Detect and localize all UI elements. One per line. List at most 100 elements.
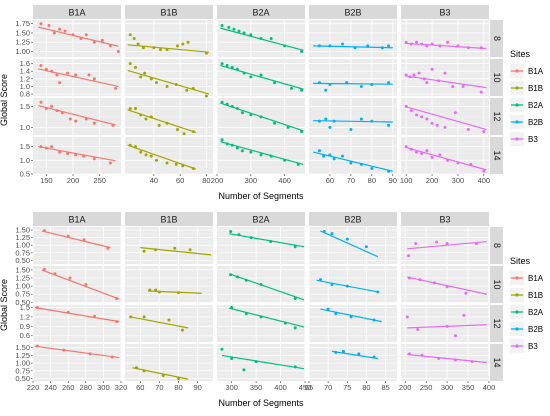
data-point [176, 44, 180, 48]
data-point [39, 145, 43, 149]
data-point [39, 100, 43, 104]
row-strip-10 [490, 266, 503, 303]
x-tick-label: 70 [155, 383, 163, 392]
data-point [300, 88, 304, 92]
row-strip-label: 12 [492, 111, 502, 121]
col-strip-label: B1A [68, 215, 85, 225]
data-point [470, 360, 474, 364]
col-strip-b3 [401, 5, 489, 19]
x-tick-label: 60 [326, 176, 334, 185]
data-point [349, 161, 353, 165]
data-point [52, 31, 56, 35]
fit-line [38, 146, 116, 162]
x-tick-label: 80 [202, 176, 210, 185]
panel-background [217, 344, 305, 381]
data-point [110, 355, 114, 359]
legend-key-point [515, 310, 519, 314]
x-tick-label: 300 [452, 176, 465, 185]
x-tick-label: 70 [347, 176, 355, 185]
data-point [334, 350, 338, 354]
data-point [225, 142, 229, 146]
data-point [328, 153, 332, 157]
panel-b2a-14 [216, 137, 305, 175]
data-point [58, 27, 62, 31]
col-strip-b2b [309, 5, 397, 19]
data-point [128, 33, 132, 37]
data-point [445, 285, 449, 289]
data-point [157, 290, 161, 294]
y-tick-label: 0.75 [15, 290, 30, 299]
legend-entry-b2a: B2A [528, 101, 544, 110]
data-point [482, 130, 486, 134]
row-strip-12 [490, 98, 503, 135]
fit-line [404, 75, 487, 89]
legend-key-point [515, 327, 519, 331]
data-point [230, 104, 234, 108]
y-tick-label: 1.50 [15, 265, 30, 274]
panel-background [125, 137, 213, 174]
y-tick-label: 1.0 [20, 156, 30, 165]
y-tick-label: 1.00 [15, 47, 30, 56]
x-tick-label: 85 [381, 383, 389, 392]
panel-b1a-8 [33, 20, 121, 57]
fit-line [127, 44, 210, 53]
col-strip-b2a [217, 5, 305, 19]
row-strip-10 [490, 59, 503, 96]
data-point [443, 71, 447, 75]
x-tick-label: 250 [420, 383, 433, 392]
data-point [50, 69, 54, 73]
x-tick-label: 200 [399, 383, 412, 392]
legend-entry-b1b: B1B [528, 291, 543, 300]
fit-line [404, 105, 487, 131]
data-point [240, 111, 244, 115]
data-point [409, 42, 413, 46]
data-point [453, 334, 457, 338]
data-point [370, 83, 374, 87]
x-tick-label: 65 [305, 383, 313, 392]
data-point [332, 119, 336, 123]
panel-background [401, 305, 489, 342]
data-point [474, 242, 478, 246]
panel-background [401, 344, 489, 381]
data-point [128, 62, 132, 66]
data-point [220, 62, 224, 66]
data-point [92, 40, 96, 44]
fit-line [220, 64, 304, 90]
panel-background [309, 98, 397, 135]
data-point [418, 278, 422, 282]
data-point [445, 242, 449, 246]
legend-entry-b1a: B1A [528, 274, 544, 283]
data-point [289, 86, 293, 90]
data-point [235, 146, 239, 150]
y-tick-label: 1.00 [15, 282, 30, 291]
x-tick-label: 200 [67, 176, 80, 185]
data-point [180, 328, 184, 332]
fit-line [313, 120, 393, 123]
fit-line [140, 247, 212, 256]
data-point [461, 84, 465, 88]
data-point [345, 81, 349, 85]
panel-background [309, 137, 397, 174]
x-tick-label: 75 [343, 383, 351, 392]
panel-b1b-8 [125, 227, 213, 264]
data-point [445, 324, 449, 328]
data-point [149, 77, 153, 81]
data-point [82, 238, 86, 242]
y-tick-label: 1.50 [15, 343, 30, 352]
y-tick-label: 1.5 [20, 102, 30, 111]
data-point [345, 237, 349, 241]
legend-key-point [515, 344, 519, 348]
data-point [185, 88, 189, 92]
y-tick-label: 1.5 [20, 142, 30, 151]
data-point [244, 278, 248, 282]
data-point [438, 44, 442, 48]
data-point [177, 377, 181, 381]
data-point [139, 113, 143, 117]
panel-b3-10 [401, 266, 490, 303]
panel-b1b-12 [125, 98, 213, 136]
panel-b1a-14 [32, 344, 122, 381]
fit-line [404, 146, 487, 171]
panel-b3-8 [401, 227, 490, 264]
data-point [66, 310, 70, 314]
